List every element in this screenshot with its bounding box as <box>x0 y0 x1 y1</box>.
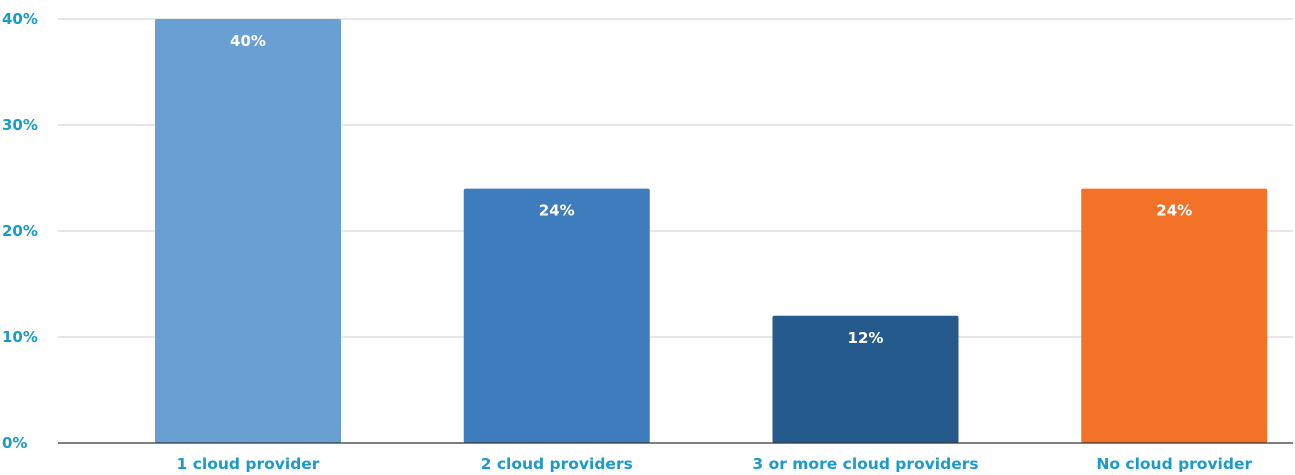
bar <box>463 188 650 443</box>
data-label: 24% <box>539 202 575 220</box>
data-label: 12% <box>848 329 884 347</box>
x-tick-label: No cloud provider <box>1096 455 1252 473</box>
y-tick-label: 20% <box>2 222 38 240</box>
x-tick-label: 1 cloud provider <box>177 455 320 473</box>
y-tick-label: 40% <box>2 10 38 28</box>
data-labels: 40% 24% 12% 24% <box>230 32 1192 347</box>
data-label: 40% <box>230 32 266 50</box>
data-label: 24% <box>1156 202 1192 220</box>
y-tick-label: 0% <box>2 434 27 452</box>
x-tick-label: 2 cloud providers <box>481 455 633 473</box>
x-axis-ticks: 1 cloud provider 2 cloud providers 3 or mo… <box>177 455 1253 473</box>
y-tick-label: 10% <box>2 328 38 346</box>
bar <box>772 315 959 443</box>
y-tick-label: 30% <box>2 116 38 134</box>
bar <box>155 19 341 443</box>
bar <box>1081 188 1268 443</box>
y-axis-ticks: 0% 10% 20% 30% 40% <box>2 10 38 452</box>
x-tick-label: 3 or more cloud providers <box>752 455 978 473</box>
bars <box>155 19 1268 443</box>
